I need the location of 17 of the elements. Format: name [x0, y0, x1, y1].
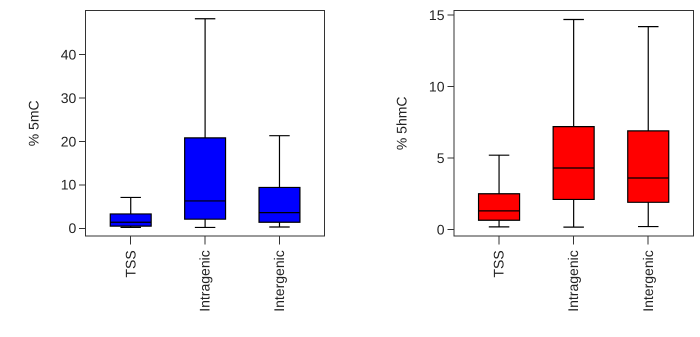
y-tick-label: 10 [60, 176, 77, 193]
x-tick-label: TSS [490, 250, 507, 278]
y-tick-label: 15 [428, 7, 445, 24]
y-tick-label: 0 [436, 221, 445, 238]
x-tick-label: Intergenic [271, 250, 288, 312]
x-tick-label: Intragenic [565, 250, 582, 312]
y-tick-label: 30 [60, 90, 77, 106]
y-axis-title: % 5hmC [394, 96, 410, 150]
y-tick-label: 5 [436, 150, 445, 166]
x-tick-label: TSS [122, 250, 138, 278]
y-tick-label: 20 [60, 133, 77, 150]
y-tick-label: 0 [68, 220, 77, 236]
y-tick-label: 10 [428, 78, 445, 95]
x-tick-label: Intragenic [196, 250, 213, 312]
x-tick-label: Intergenic [640, 250, 656, 312]
y-axis-title: % 5mC [25, 100, 42, 146]
y-tick-label: 40 [60, 46, 77, 62]
